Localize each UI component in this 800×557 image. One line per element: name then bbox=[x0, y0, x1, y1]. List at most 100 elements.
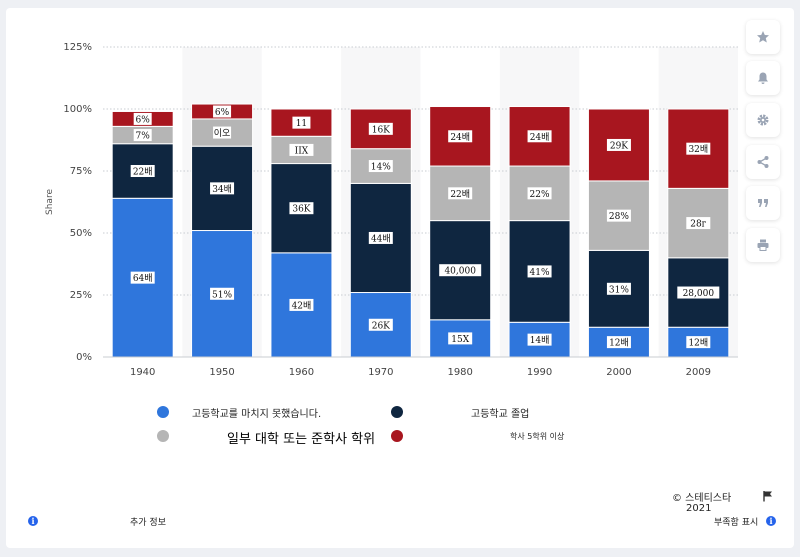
legend-dot-2[interactable] bbox=[391, 406, 403, 418]
star-icon bbox=[757, 31, 769, 43]
legend-label-4[interactable]: 학사 5학위 이상 bbox=[510, 432, 565, 441]
legend-dot-3[interactable] bbox=[157, 430, 169, 442]
data-label: 이오 bbox=[214, 128, 231, 139]
quote-icon bbox=[758, 199, 768, 207]
data-label: 15X bbox=[451, 335, 469, 345]
x-tick-label: 1960 bbox=[289, 367, 314, 378]
legend-label-3[interactable]: 일부 대학 또는 준학사 학위 bbox=[227, 432, 376, 447]
data-label-box bbox=[289, 298, 314, 311]
data-label-box bbox=[448, 130, 473, 143]
data-label: 24배 bbox=[530, 132, 550, 143]
favorite-button[interactable] bbox=[746, 20, 780, 54]
print-button[interactable] bbox=[746, 228, 780, 262]
data-label-box bbox=[133, 112, 152, 125]
data-label: 64배 bbox=[133, 273, 153, 284]
data-label: 12배 bbox=[688, 338, 708, 349]
source-year: 2021 bbox=[686, 503, 712, 514]
y-axis-label: Share bbox=[45, 189, 55, 215]
legend-label-1[interactable]: 고등학교를 마치지 못했습니다. bbox=[192, 409, 322, 420]
legend-dot-4[interactable] bbox=[391, 430, 403, 442]
share-button[interactable] bbox=[746, 145, 780, 179]
data-label: 41% bbox=[530, 268, 550, 278]
data-label-box bbox=[289, 202, 314, 215]
data-label: 28,000 bbox=[683, 289, 715, 299]
data-label: 28г bbox=[690, 220, 706, 230]
data-label-box bbox=[130, 165, 155, 177]
data-label: 12배 bbox=[609, 338, 629, 349]
data-label-box bbox=[527, 265, 552, 278]
x-tick-label: 1940 bbox=[130, 367, 155, 378]
print-icon bbox=[757, 239, 769, 251]
data-label-box bbox=[213, 105, 232, 118]
data-label-box bbox=[606, 138, 631, 151]
data-label-box bbox=[289, 143, 314, 156]
data-label-box bbox=[686, 336, 711, 349]
data-label-box bbox=[368, 318, 393, 331]
data-label-box bbox=[368, 231, 393, 244]
notification-button[interactable] bbox=[746, 61, 780, 95]
data-label-box bbox=[368, 122, 393, 135]
data-label: 24배 bbox=[450, 132, 470, 143]
data-label: 14배 bbox=[530, 335, 550, 346]
data-label: 22배 bbox=[450, 189, 470, 200]
data-label: IIX bbox=[295, 146, 309, 156]
y-tick-label: 75% bbox=[70, 166, 92, 177]
data-label: 40,000 bbox=[444, 267, 476, 277]
gear-icon bbox=[757, 114, 769, 126]
data-label-box bbox=[527, 333, 552, 346]
share-icon bbox=[757, 156, 769, 168]
y-tick-label: 100% bbox=[63, 104, 92, 115]
data-label-box bbox=[439, 264, 482, 277]
data-label-box bbox=[606, 336, 631, 349]
settings-button[interactable] bbox=[746, 103, 780, 137]
data-label-box bbox=[368, 160, 393, 173]
bell-icon bbox=[758, 72, 768, 84]
data-label: 34배 bbox=[212, 184, 232, 195]
data-label-box bbox=[448, 187, 473, 200]
data-label: 7% bbox=[136, 132, 151, 142]
more-info-link[interactable]: 추가 정보 bbox=[130, 518, 166, 528]
x-tick-label: 2000 bbox=[606, 367, 631, 378]
legend-dot-1[interactable] bbox=[157, 406, 169, 418]
data-label-box bbox=[292, 116, 311, 129]
data-label: 28% bbox=[609, 212, 629, 222]
report-link[interactable]: 부족함 표시 bbox=[714, 518, 759, 528]
data-label-box bbox=[527, 130, 552, 143]
data-label-box bbox=[606, 209, 631, 222]
data-label-box bbox=[213, 126, 232, 139]
report-info-icon[interactable]: i bbox=[766, 516, 776, 526]
x-tick-label: 1970 bbox=[368, 367, 393, 378]
data-label-box bbox=[606, 282, 631, 295]
x-tick-label: 1950 bbox=[209, 367, 234, 378]
data-label: 44배 bbox=[371, 233, 391, 244]
x-tick-label: 2009 bbox=[686, 367, 711, 378]
legend-label-2[interactable]: 고등학교 졸업 bbox=[471, 409, 530, 420]
data-label-box bbox=[527, 187, 552, 200]
data-label-box bbox=[133, 129, 152, 142]
info-icon[interactable]: i bbox=[28, 516, 38, 526]
y-tick-label: 25% bbox=[70, 290, 92, 301]
x-tick-label: 1980 bbox=[447, 367, 472, 378]
data-label: 6% bbox=[215, 108, 230, 118]
data-label: 22배 bbox=[133, 167, 153, 178]
cite-button[interactable] bbox=[746, 186, 780, 220]
data-label-box bbox=[130, 271, 155, 284]
data-label: 29K bbox=[610, 141, 628, 151]
y-tick-label: 125% bbox=[63, 42, 92, 53]
data-label-box bbox=[677, 286, 720, 299]
data-label: 26K bbox=[372, 321, 390, 331]
data-label-box bbox=[210, 287, 235, 300]
source-credit[interactable]: © 스테티스타 bbox=[672, 493, 732, 504]
data-label-box bbox=[686, 142, 711, 155]
flag-icon[interactable] bbox=[762, 490, 774, 502]
data-label: 11 bbox=[296, 119, 307, 129]
data-label-box bbox=[448, 332, 473, 345]
data-label: 32배 bbox=[688, 144, 708, 155]
data-label: 22% bbox=[530, 190, 550, 200]
y-tick-label: 50% bbox=[70, 228, 92, 239]
data-label: 36K bbox=[292, 205, 310, 215]
y-tick-label: 0% bbox=[76, 352, 92, 363]
data-label: 6% bbox=[136, 115, 151, 125]
data-label-box bbox=[686, 217, 711, 230]
